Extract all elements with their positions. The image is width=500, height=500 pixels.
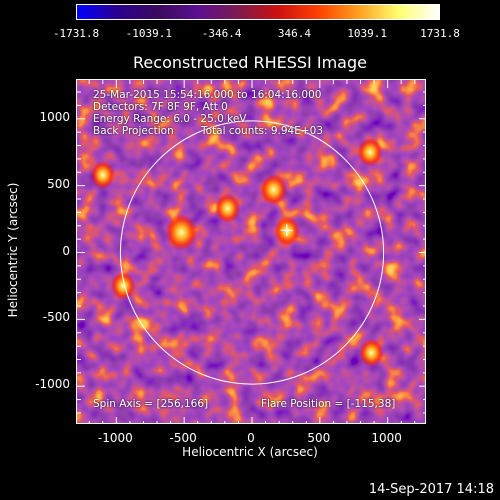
x-tick-label: -500 xyxy=(169,431,197,445)
axis-tick-marks xyxy=(77,80,425,423)
bright-source xyxy=(260,174,288,206)
info-spin-axis: Spin Axis = [256,166] xyxy=(93,398,209,410)
info-flare-position: Flare Position = [-115,38] xyxy=(261,398,396,410)
image-title: Reconstructed RHESSI Image xyxy=(133,53,367,72)
x-tick-label: 1000 xyxy=(371,431,402,445)
x-tick-label: 500 xyxy=(307,431,331,445)
colorbar-tick-label: 1731.8 xyxy=(420,27,460,40)
bright-source xyxy=(90,160,115,189)
solar-limb xyxy=(119,120,385,385)
bright-source xyxy=(357,137,383,167)
colorbar-tick-label: 346.4 xyxy=(277,27,311,40)
y-tick-label: 0 xyxy=(62,243,70,258)
y-tick-label: -500 xyxy=(42,310,70,325)
colorbar-tick-label: -1039.1 xyxy=(125,27,172,40)
info-detectors: Detectors: 7F 8F 9F, Att 0 xyxy=(93,101,228,113)
rhessi-image: 25-Mar-2015 15:54:16.000 to 16:04:16.000… xyxy=(76,79,426,424)
y-tick-label: 1000 xyxy=(39,109,70,124)
x-tick-label: 0 xyxy=(247,431,255,445)
info-total-counts: Total counts: 9.94E+03 xyxy=(201,125,324,137)
y-axis-label: Heliocentric Y (arcsec) xyxy=(6,182,20,318)
colorbar-tick-label: -1731.8 xyxy=(52,27,100,40)
info-time-range: 25-Mar-2015 15:54:16.000 to 16:04:16.000 xyxy=(93,89,322,101)
timestamp: 14-Sep-2017 14:18 xyxy=(368,482,494,497)
colorbar xyxy=(76,4,440,20)
bright-source xyxy=(359,338,384,367)
colorbar-tick-label: -346.4 xyxy=(201,27,242,40)
bright-source xyxy=(110,271,136,300)
y-tick-label: -1000 xyxy=(35,377,70,392)
info-energy-range: Energy Range: 6.0 - 25.0 keV xyxy=(93,113,247,125)
image-canvas xyxy=(77,80,425,423)
colorbar-tick-label: 1039.1 xyxy=(347,27,388,40)
x-tick-label: -1000 xyxy=(97,431,133,445)
x-axis-label: Heliocentric X (arcsec) xyxy=(182,445,318,459)
spin-axis-marker xyxy=(280,224,293,237)
info-method: Back Projection xyxy=(93,125,174,137)
bright-source xyxy=(165,214,198,251)
y-tick-label: 500 xyxy=(47,176,70,191)
bright-source xyxy=(214,193,241,223)
